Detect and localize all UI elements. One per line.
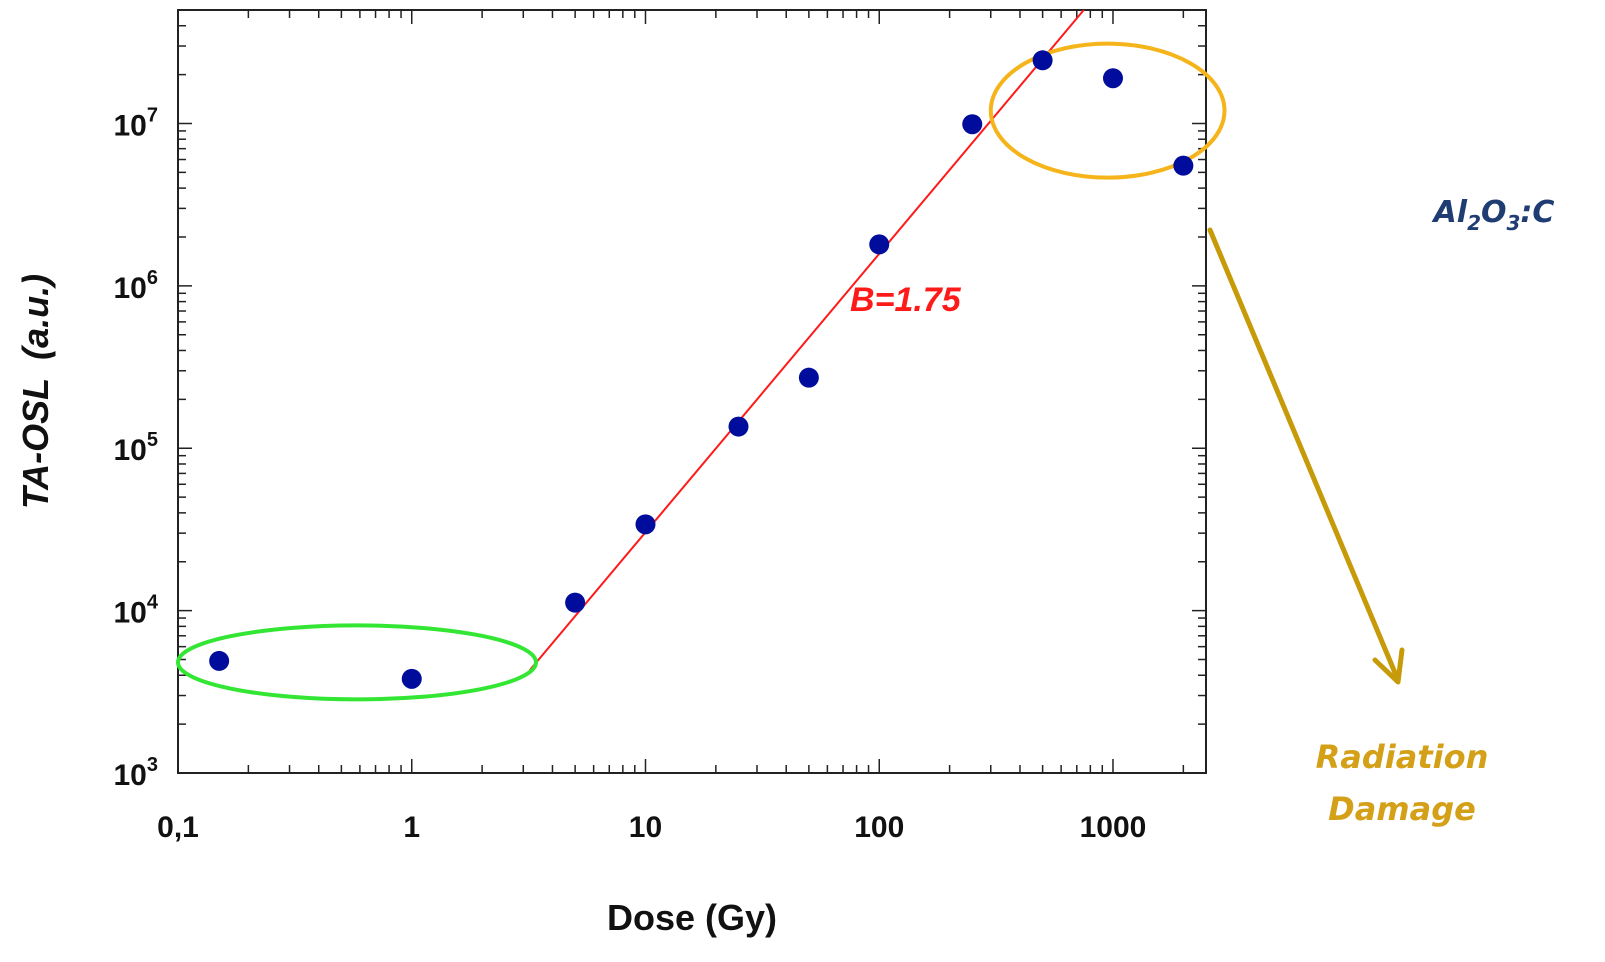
data-point bbox=[962, 114, 983, 135]
material-sub-2: 2 bbox=[1467, 211, 1481, 235]
fit-label: B=1.75 bbox=[850, 281, 962, 319]
y-tick-exponent: 6 bbox=[147, 267, 158, 289]
material-suffix: :C bbox=[1520, 195, 1554, 230]
material-label: Al2O3:C bbox=[1432, 195, 1555, 235]
data-point bbox=[635, 514, 656, 535]
y-tick-label: 107 bbox=[114, 104, 159, 142]
plot-frame bbox=[177, 9, 1207, 774]
y-tick-base: 10 bbox=[114, 272, 147, 305]
ticks-layer bbox=[177, 9, 1206, 774]
data-point bbox=[728, 416, 749, 437]
data-point bbox=[565, 592, 586, 613]
x-tick-labels: 0,1 1 10 100 1000 bbox=[157, 811, 1146, 844]
y-axis-title-main: TA-OSL bbox=[15, 378, 56, 509]
y-axis-title: TA-OSL (a.u.) bbox=[15, 274, 56, 509]
arrow-shaft bbox=[1207, 227, 1401, 683]
x-tick-label: 0,1 bbox=[157, 811, 199, 844]
y-tick-exponent: 7 bbox=[147, 104, 158, 126]
y-tick-base: 10 bbox=[114, 759, 147, 792]
arrow-head bbox=[1372, 647, 1405, 685]
y-tick-label: 104 bbox=[114, 592, 159, 630]
x-tick-label: 1 bbox=[403, 811, 420, 844]
data-point bbox=[798, 367, 819, 388]
y-tick-exponent: 4 bbox=[147, 592, 159, 614]
y-tick-base: 10 bbox=[114, 434, 147, 467]
x-tick-label: 1000 bbox=[1080, 811, 1147, 844]
y-tick-label: 105 bbox=[114, 429, 159, 467]
data-point bbox=[401, 668, 422, 689]
data-point bbox=[1173, 155, 1194, 176]
radiation-damage-label-line2: Damage bbox=[1328, 790, 1476, 828]
fit-line bbox=[529, 9, 1085, 671]
y-tick-base: 10 bbox=[114, 109, 147, 142]
low-dose-ellipse bbox=[175, 623, 538, 702]
data-points bbox=[209, 50, 1194, 689]
high-dose-ellipse bbox=[988, 41, 1227, 180]
y-axis-title-unit: (a.u.) bbox=[15, 274, 56, 360]
x-axis-title: Dose (Gy) bbox=[607, 897, 777, 938]
material-sub-3: 3 bbox=[1507, 211, 1521, 235]
radiation-damage-label-line1: Radiation bbox=[1316, 738, 1489, 776]
y-tick-exponent: 5 bbox=[147, 429, 158, 451]
y-tick-base: 10 bbox=[114, 597, 147, 630]
data-point bbox=[209, 650, 230, 671]
y-tick-exponent: 3 bbox=[147, 754, 158, 776]
data-point bbox=[1102, 68, 1123, 89]
x-tick-label: 10 bbox=[629, 811, 662, 844]
material-o: O bbox=[1481, 195, 1507, 230]
x-tick-label: 100 bbox=[854, 811, 904, 844]
material-al: Al bbox=[1432, 195, 1468, 230]
y-tick-label: 106 bbox=[114, 267, 159, 305]
y-tick-label: 103 bbox=[114, 754, 159, 792]
data-point bbox=[869, 234, 890, 255]
radiation-damage-arrow bbox=[1207, 227, 1405, 685]
data-point bbox=[1032, 50, 1053, 71]
